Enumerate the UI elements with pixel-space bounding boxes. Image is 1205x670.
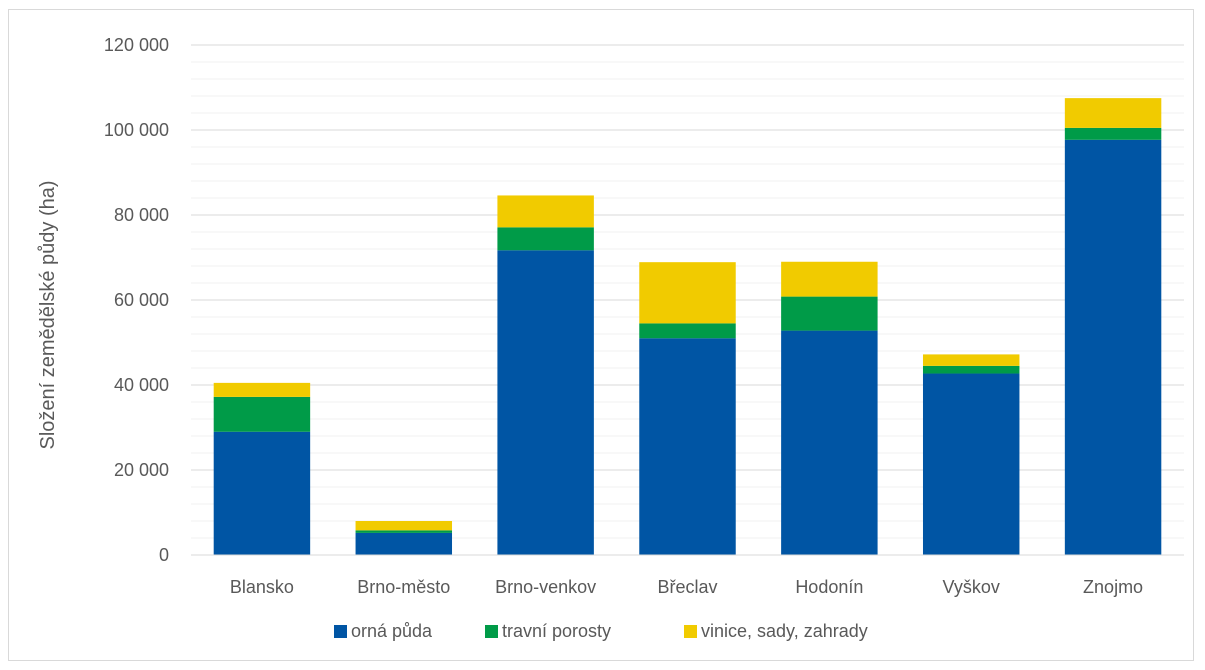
x-tick-label: Břeclav bbox=[657, 577, 717, 597]
y-tick-label: 100 000 bbox=[104, 120, 169, 140]
legend-swatch bbox=[684, 625, 697, 638]
y-tick-label: 0 bbox=[159, 545, 169, 565]
bar-segment-1 bbox=[781, 330, 878, 555]
bar-segment-1 bbox=[497, 250, 594, 555]
legend-label: orná půda bbox=[351, 621, 433, 641]
bar-segment-2 bbox=[1064, 127, 1162, 140]
bar-segment-3 bbox=[1064, 98, 1162, 128]
bar-segment-1 bbox=[1064, 139, 1162, 555]
legend-label: travní porosty bbox=[502, 621, 611, 641]
y-tick-label: 80 000 bbox=[114, 205, 169, 225]
bar-segment-1 bbox=[213, 431, 311, 555]
x-tick-label: Znojmo bbox=[1083, 577, 1143, 597]
bar-segment-2 bbox=[639, 323, 736, 339]
legend-swatch bbox=[485, 625, 498, 638]
y-tick-label: 40 000 bbox=[114, 375, 169, 395]
bar-segment-3 bbox=[639, 262, 736, 324]
x-tick-label: Blansko bbox=[230, 577, 294, 597]
bar-segment-3 bbox=[213, 382, 311, 397]
y-axis-tick-labels: 0 20 000 40 000 60 000 80 000 100 000 120 000 bbox=[104, 35, 169, 565]
bar-segment-2 bbox=[497, 227, 594, 251]
y-tick-label: 20 000 bbox=[114, 460, 169, 480]
x-tick-label: Brno-venkov bbox=[495, 577, 596, 597]
bar-segment-1 bbox=[922, 373, 1020, 555]
bar-segment-2 bbox=[922, 365, 1020, 374]
legend-swatch bbox=[334, 625, 347, 638]
legend-label: vinice, sady, zahrady bbox=[701, 621, 868, 641]
bar-segment-2 bbox=[213, 396, 311, 432]
bar-segment-3 bbox=[922, 354, 1020, 366]
y-tick-label: 120 000 bbox=[104, 35, 169, 55]
bars bbox=[213, 98, 1162, 555]
bar-segment-3 bbox=[355, 521, 453, 531]
bar-segment-2 bbox=[355, 530, 453, 533]
bar-segment-1 bbox=[639, 338, 736, 555]
y-axis-label: Složení zemědělské půdy (ha) bbox=[37, 180, 59, 449]
bar-segment-3 bbox=[781, 261, 878, 297]
legend: orná půda travní porosty vinice, sady, zah… bbox=[334, 621, 868, 641]
bar-segment-2 bbox=[781, 296, 878, 331]
x-tick-label: Brno-město bbox=[357, 577, 450, 597]
x-tick-label: Hodonín bbox=[795, 577, 863, 597]
y-tick-label: 60 000 bbox=[114, 290, 169, 310]
chart-frame: 0 20 000 40 000 60 000 80 000 100 000 120 000 … bbox=[8, 9, 1194, 661]
x-axis-tick-labels: Blansko Brno-město Brno-venkov Břeclav Hodon… bbox=[230, 577, 1143, 597]
bar-segment-1 bbox=[355, 532, 453, 555]
x-tick-label: Vyškov bbox=[943, 577, 1000, 597]
bar-segment-3 bbox=[497, 195, 594, 228]
